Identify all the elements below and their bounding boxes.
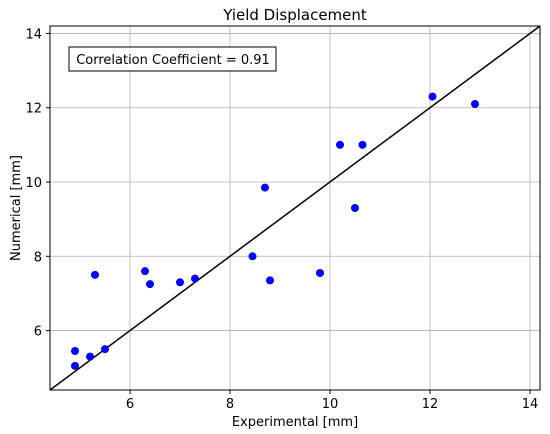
data-point	[86, 352, 94, 361]
y-tick-label: 6	[34, 325, 42, 340]
data-point	[71, 361, 79, 370]
reference-line	[49, 25, 541, 391]
y-axis-label: Numerical [mm]	[9, 155, 24, 261]
data-point	[248, 252, 257, 261]
y-tick-label: 8	[34, 250, 42, 265]
data-point	[316, 269, 324, 277]
y-axis: 6 8 10 12 14	[25, 27, 50, 340]
data-point	[471, 100, 479, 108]
x-tick-label: 8	[226, 397, 234, 412]
data-point	[191, 274, 199, 283]
x-axis-label: Experimental [mm]	[232, 415, 358, 430]
data-point	[71, 347, 79, 355]
data-point	[91, 270, 99, 279]
x-tick-label: 6	[126, 397, 134, 412]
y-tick-label: 14	[25, 27, 42, 42]
data-point	[261, 183, 269, 192]
data-point	[141, 267, 149, 276]
x-tick-label: 12	[422, 397, 439, 412]
data-point	[101, 345, 109, 354]
y-tick-label: 12	[25, 102, 42, 117]
annotation-text: Correlation Coefficient = 0.91	[76, 53, 270, 68]
data-point	[266, 276, 274, 285]
data-points	[71, 92, 479, 370]
y-tick-label: 10	[25, 176, 42, 191]
data-point	[336, 140, 344, 149]
grid	[50, 26, 540, 390]
data-point	[351, 204, 359, 212]
data-point	[428, 92, 437, 101]
data-point	[358, 140, 367, 149]
data-point	[146, 280, 154, 289]
data-point	[176, 278, 184, 287]
x-axis: 6 8 10 12 14	[126, 390, 538, 412]
annotation-frame	[68, 46, 277, 72]
chart-title: Yield Displacement	[222, 6, 367, 24]
x-tick-label: 10	[322, 397, 339, 412]
x-tick-label: 14	[522, 397, 539, 412]
annotation-box: Correlation Coefficient = 0.91	[68, 46, 277, 72]
plot-area-frame	[49, 25, 541, 391]
